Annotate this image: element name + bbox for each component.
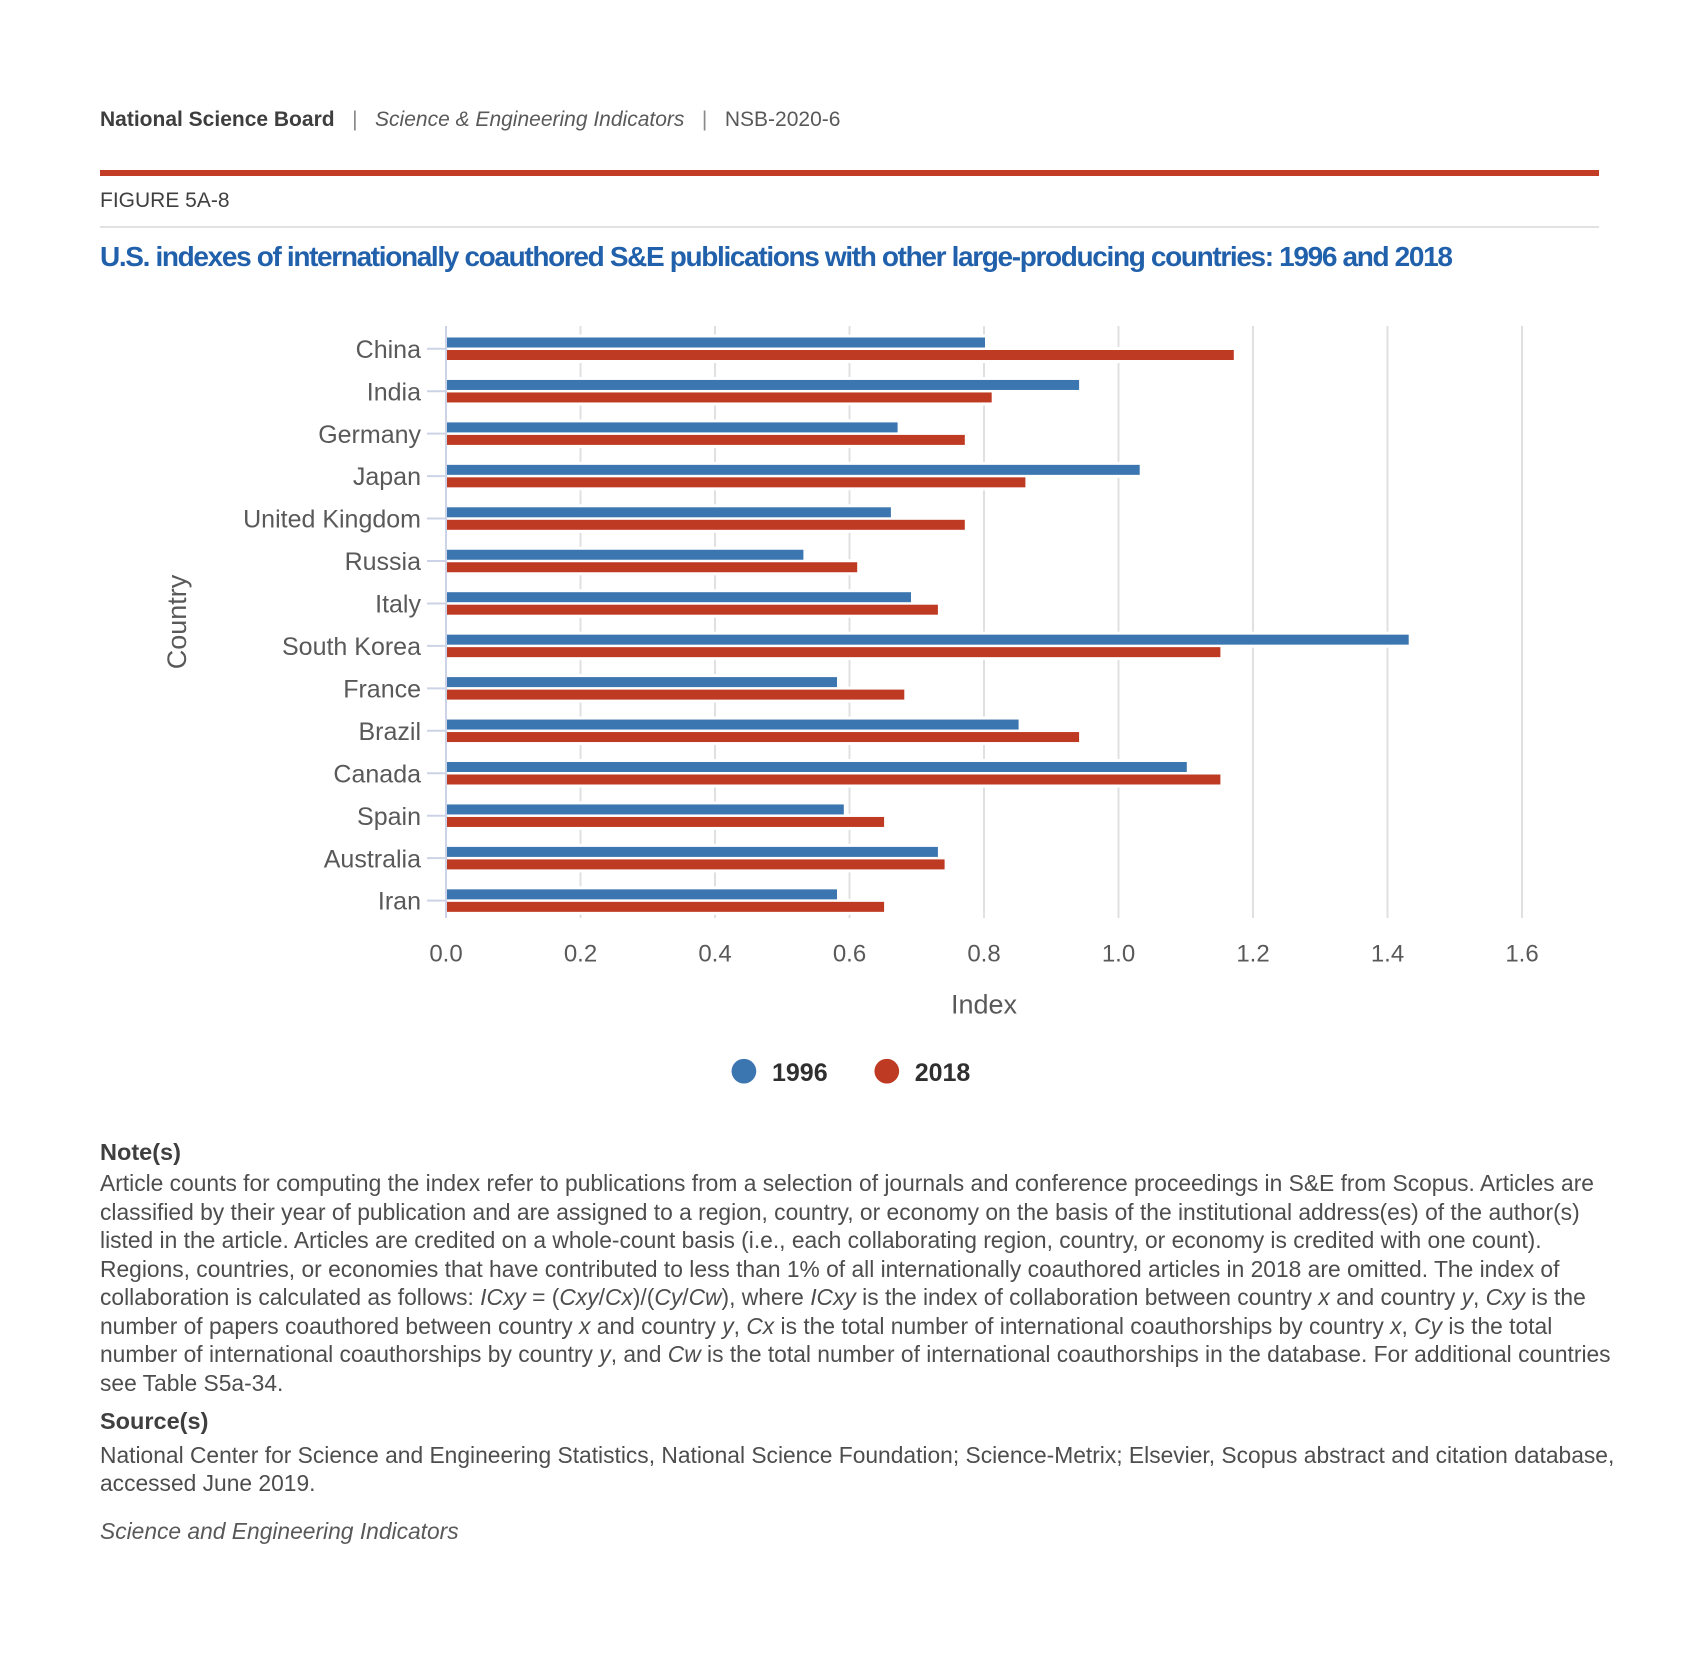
svg-text:0.6: 0.6 xyxy=(833,941,866,968)
svg-text:2018: 2018 xyxy=(915,1059,971,1087)
svg-text:1.2: 1.2 xyxy=(1236,941,1269,968)
svg-text:0.0: 0.0 xyxy=(429,941,462,968)
svg-text:United Kingdom: United Kingdom xyxy=(243,506,421,534)
svg-text:Spain: Spain xyxy=(357,803,421,831)
svg-text:Germany: Germany xyxy=(318,421,421,449)
svg-text:France: France xyxy=(343,675,421,703)
svg-text:0.8: 0.8 xyxy=(967,941,1000,968)
svg-text:India: India xyxy=(367,378,421,406)
svg-text:0.2: 0.2 xyxy=(564,941,597,968)
svg-text:South Korea: South Korea xyxy=(282,633,421,661)
svg-text:Russia: Russia xyxy=(345,548,422,576)
svg-text:1.4: 1.4 xyxy=(1371,941,1404,968)
svg-text:Iran: Iran xyxy=(378,888,421,916)
svg-text:1.0: 1.0 xyxy=(1102,941,1135,968)
svg-text:Brazil: Brazil xyxy=(358,718,421,746)
svg-text:Italy: Italy xyxy=(375,591,421,619)
svg-text:1996: 1996 xyxy=(772,1059,828,1087)
svg-text:Country: Country xyxy=(162,574,192,669)
svg-text:Canada: Canada xyxy=(333,760,421,788)
svg-text:Australia: Australia xyxy=(324,845,421,873)
svg-text:Japan: Japan xyxy=(353,463,421,491)
svg-text:1.6: 1.6 xyxy=(1505,941,1538,968)
svg-text:China: China xyxy=(356,336,421,364)
svg-text:0.4: 0.4 xyxy=(698,941,731,968)
svg-text:Index: Index xyxy=(951,990,1018,1020)
